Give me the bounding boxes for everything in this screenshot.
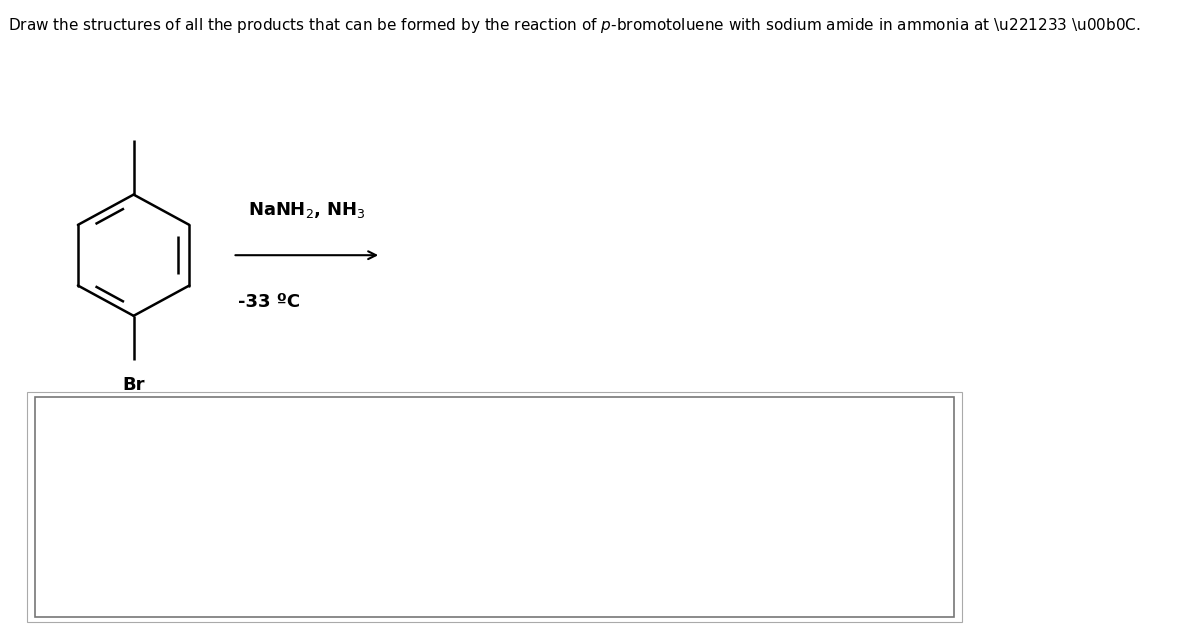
Text: Draw the structures of all the products that can be formed by the reaction of $p: Draw the structures of all the products … (8, 16, 1141, 35)
Text: Br: Br (122, 376, 145, 394)
Bar (26, 392, 962, 622)
Text: NaNH$_2$, NH$_3$: NaNH$_2$, NH$_3$ (248, 200, 366, 220)
Bar (35, 397, 954, 617)
Text: -33 ºC: -33 ºC (238, 293, 300, 311)
